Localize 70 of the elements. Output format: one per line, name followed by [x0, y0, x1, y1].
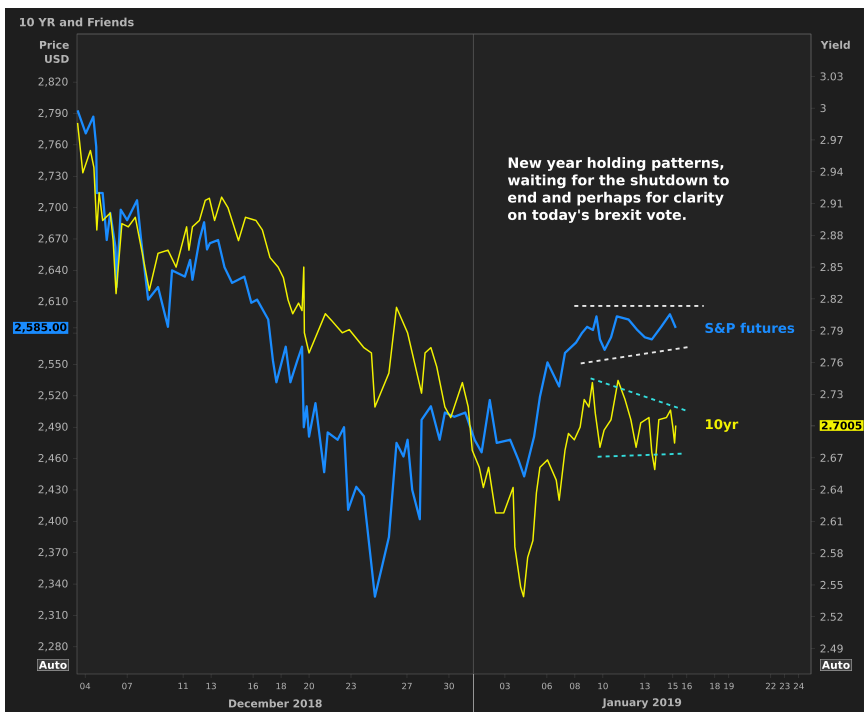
x-tick-label: 30: [444, 682, 454, 690]
text: January 2019: [602, 698, 682, 708]
x-tick-label: 10: [598, 682, 608, 690]
x-tick-label: 19: [724, 682, 734, 690]
x-tick-label: 16: [248, 682, 258, 690]
y2-tick-label: 2.7005: [822, 421, 862, 430]
y-tick-label: 2,490: [38, 422, 68, 432]
x-tick-label: 13: [640, 682, 650, 690]
y2-tick-label: 2.79: [820, 326, 843, 335]
x-tick-label: 22: [766, 682, 776, 690]
y-tick-label: 2,790: [38, 108, 68, 118]
y2-tick-label: 2.76: [820, 358, 843, 366]
y-tick-label: 2,430: [38, 485, 68, 495]
y2-tick-label: 2.73: [820, 390, 843, 398]
x-tick-label: 07: [122, 682, 132, 690]
x-tick-label: 23: [780, 682, 790, 690]
y-tick-label: 2,310: [38, 610, 68, 620]
x-tick-label: 16: [682, 682, 692, 690]
x-tick-label: 06: [542, 682, 552, 690]
y2-tick-label: 2.91: [820, 199, 842, 208]
x-tick-label: 18: [710, 682, 720, 690]
y-tick-label: 2,760: [38, 140, 68, 150]
y2-tick-label: 3.03: [820, 72, 843, 80]
y-tick-label: 2,340: [38, 579, 68, 589]
annotation: New year holding patterns, waiting for the shutdown to end and perhaps for clarity on today's brexit vote.: [508, 157, 729, 223]
text: 10yr: [706, 419, 738, 432]
y2-tick-label: 2.61: [820, 517, 842, 526]
y2-tick-label: 2.94: [820, 168, 843, 176]
y-tick-label: 2,640: [38, 266, 68, 275]
x-tick-label: 20: [304, 682, 314, 690]
x-tick-label: 03: [500, 682, 510, 690]
y-tick-label: 2,610: [38, 297, 68, 306]
y-tick-label: 2,460: [38, 454, 68, 464]
y-tick-label: 2,820: [38, 78, 68, 87]
text: S&P futures: [705, 322, 794, 334]
x-tick-label: 11: [178, 682, 188, 690]
text: Auto: [38, 661, 67, 669]
y2-tick-label: 3: [820, 104, 826, 112]
y-tick-label: 2,585.00: [15, 323, 66, 333]
y2-axis-title: Yield: [820, 40, 850, 49]
y-tick-label: 2,400: [38, 516, 68, 526]
y2-tick-label: 2.58: [820, 549, 843, 558]
x-tick-label: 04: [80, 682, 90, 690]
y2-tick-label: 2.88: [820, 231, 843, 240]
y2-tick-label: 2.52: [820, 612, 842, 621]
y2-tick-label: 2.97: [820, 136, 843, 144]
y2-tick-label: 2.67: [820, 454, 843, 462]
y-tick-label: 2,670: [38, 234, 68, 244]
x-tick-label: 23: [346, 682, 356, 690]
y-tick-label: 2,280: [38, 642, 68, 652]
chart-title: 10 YR and Friends: [20, 18, 134, 26]
y2-tick-label: 2.49: [820, 644, 843, 653]
y-tick-label: 2,700: [38, 203, 68, 212]
x-tick-label: 18: [276, 682, 286, 690]
x-tick-label: 13: [206, 682, 216, 690]
y-tick-label: 2,520: [38, 391, 68, 400]
y2-tick-label: 2.55: [820, 580, 843, 590]
y2-tick-label: 2.85: [820, 263, 843, 272]
y2-tick-label: 2.82: [820, 294, 842, 303]
x-tick-label: 24: [794, 682, 804, 690]
x-tick-label: 15: [668, 682, 678, 690]
y-tick-label: 2,370: [38, 548, 68, 558]
y-tick-label: 2,730: [38, 172, 68, 181]
x-tick-label: 08: [570, 682, 580, 690]
x-tick-label: 27: [402, 682, 412, 690]
text: December 2018: [229, 699, 322, 708]
y-tick-label: 2,550: [38, 360, 68, 370]
text: Auto: [822, 661, 850, 669]
y2-tick-label: 2.64: [820, 486, 843, 494]
y-axis-title: Price USD: [40, 40, 69, 63]
